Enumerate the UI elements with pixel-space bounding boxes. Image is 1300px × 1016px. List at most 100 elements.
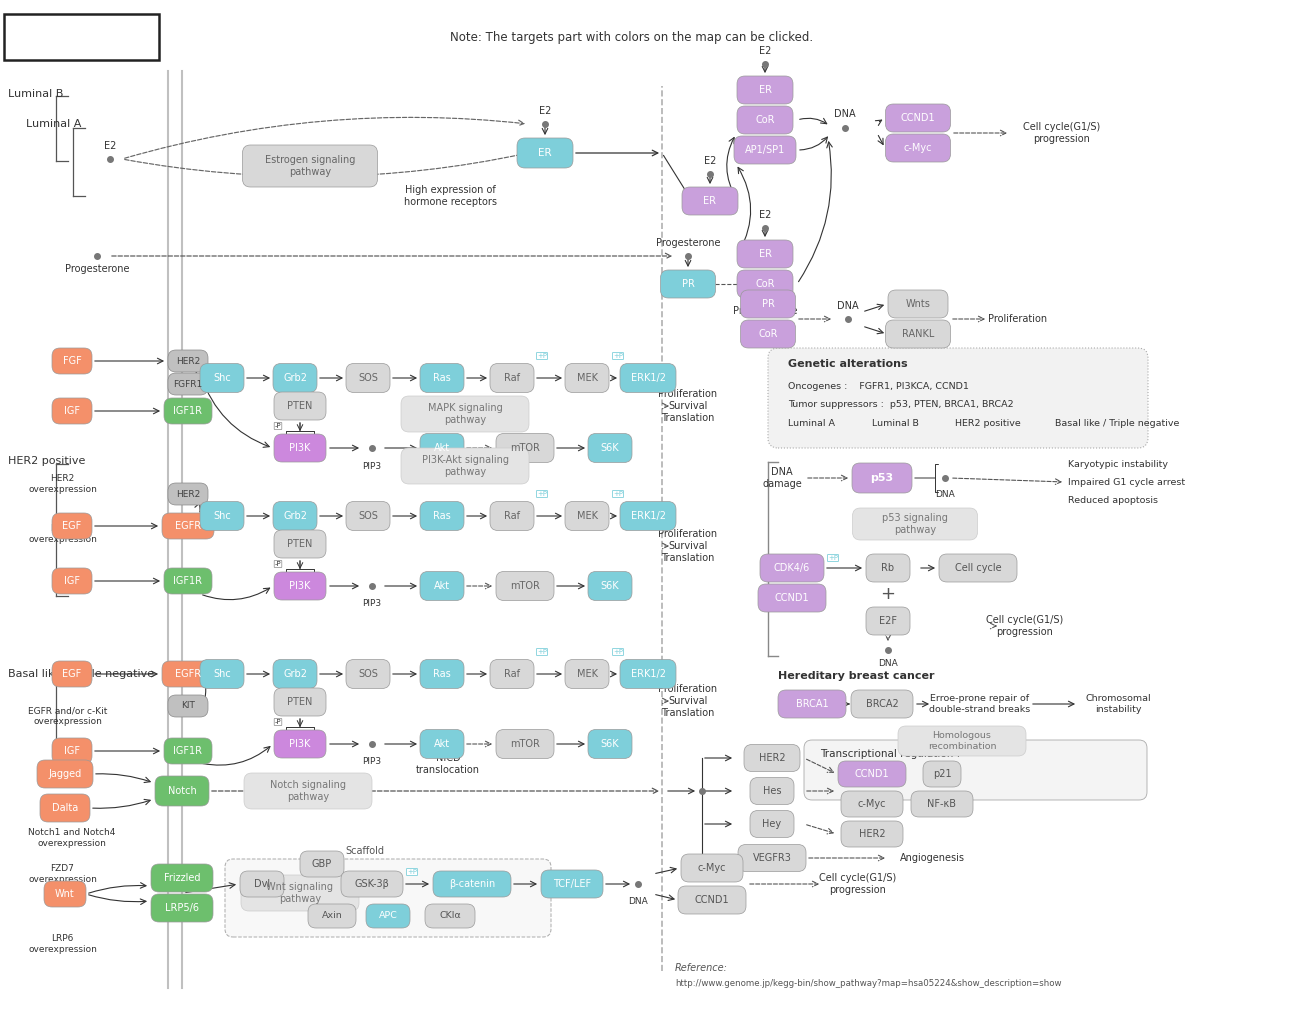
- FancyBboxPatch shape: [841, 791, 903, 817]
- Text: Luminal B: Luminal B: [8, 89, 64, 99]
- FancyBboxPatch shape: [168, 350, 208, 372]
- FancyBboxPatch shape: [420, 571, 464, 600]
- Text: +P: +P: [828, 555, 838, 561]
- FancyBboxPatch shape: [588, 434, 632, 462]
- Text: ERK1/2: ERK1/2: [630, 373, 666, 383]
- Text: c-Myc: c-Myc: [858, 799, 887, 809]
- FancyBboxPatch shape: [52, 738, 92, 764]
- FancyBboxPatch shape: [852, 690, 913, 718]
- FancyBboxPatch shape: [734, 136, 796, 164]
- Text: +P: +P: [407, 869, 417, 875]
- Text: CCND1: CCND1: [775, 593, 810, 604]
- Text: Note: The targets part with colors on the map can be clicked.: Note: The targets part with colors on th…: [450, 30, 812, 44]
- FancyBboxPatch shape: [744, 745, 800, 771]
- Text: c-Myc: c-Myc: [903, 143, 932, 153]
- Text: Cell cycle(G1/S)
progression: Cell cycle(G1/S) progression: [819, 873, 897, 895]
- Text: NF-κB: NF-κB: [927, 799, 957, 809]
- Text: High expression of
hormone receptors: High expression of hormone receptors: [403, 185, 497, 207]
- FancyBboxPatch shape: [244, 773, 372, 809]
- FancyBboxPatch shape: [738, 844, 806, 872]
- FancyBboxPatch shape: [898, 726, 1026, 756]
- Text: KIT: KIT: [181, 701, 195, 710]
- Text: CoR: CoR: [755, 279, 775, 289]
- Text: Hereditary breast cancer: Hereditary breast cancer: [777, 671, 935, 681]
- FancyBboxPatch shape: [162, 661, 214, 687]
- Text: Grb2: Grb2: [283, 669, 307, 679]
- Text: PI3K: PI3K: [290, 581, 311, 591]
- FancyBboxPatch shape: [420, 729, 464, 759]
- FancyBboxPatch shape: [200, 364, 244, 392]
- Text: Cell cycle: Cell cycle: [954, 563, 1001, 573]
- Text: Akt: Akt: [434, 443, 450, 453]
- FancyBboxPatch shape: [52, 348, 92, 374]
- FancyBboxPatch shape: [243, 145, 377, 187]
- FancyBboxPatch shape: [168, 483, 208, 505]
- Text: Grb2: Grb2: [283, 511, 307, 521]
- Text: Jagged: Jagged: [48, 769, 82, 779]
- Text: p21: p21: [932, 769, 952, 779]
- Text: +P: +P: [614, 353, 623, 359]
- FancyBboxPatch shape: [225, 859, 551, 937]
- Text: DNA: DNA: [935, 490, 956, 499]
- Text: p53 signaling
pathway: p53 signaling pathway: [883, 513, 948, 534]
- FancyBboxPatch shape: [300, 851, 344, 877]
- Text: Chromosomal
instability: Chromosomal instability: [1086, 694, 1150, 713]
- Text: +P: +P: [537, 491, 547, 497]
- FancyBboxPatch shape: [681, 854, 744, 882]
- Text: HER2 positive: HER2 positive: [956, 419, 1020, 428]
- FancyBboxPatch shape: [841, 821, 903, 847]
- Text: Ras: Ras: [433, 669, 451, 679]
- FancyBboxPatch shape: [517, 138, 573, 168]
- Text: SOS: SOS: [358, 511, 378, 521]
- FancyBboxPatch shape: [541, 870, 603, 898]
- FancyBboxPatch shape: [566, 364, 608, 392]
- FancyBboxPatch shape: [346, 659, 390, 689]
- Text: PIP3: PIP3: [363, 758, 382, 766]
- Text: Basal like / Triple negative: Basal like / Triple negative: [1056, 419, 1179, 428]
- Text: BRCA2: BRCA2: [866, 699, 898, 709]
- Text: E2: E2: [759, 210, 771, 220]
- FancyBboxPatch shape: [490, 659, 534, 689]
- FancyBboxPatch shape: [341, 871, 403, 897]
- Text: mTOR: mTOR: [510, 739, 540, 749]
- FancyBboxPatch shape: [162, 513, 214, 539]
- FancyBboxPatch shape: [420, 502, 464, 530]
- Text: Oncogenes :    FGFR1, PI3KCA, CCND1: Oncogenes : FGFR1, PI3KCA, CCND1: [788, 381, 968, 390]
- FancyBboxPatch shape: [155, 776, 209, 806]
- FancyBboxPatch shape: [274, 530, 326, 558]
- Text: RANKL: RANKL: [902, 329, 935, 339]
- Text: -P: -P: [274, 719, 281, 725]
- FancyBboxPatch shape: [923, 761, 961, 787]
- Text: SOS: SOS: [358, 669, 378, 679]
- Text: Frizzled: Frizzled: [164, 873, 200, 883]
- Text: EGFR: EGFR: [176, 669, 202, 679]
- Text: Luminal A: Luminal A: [26, 119, 82, 129]
- FancyBboxPatch shape: [168, 373, 208, 395]
- Text: Proliferation
Survival
Translation: Proliferation Survival Translation: [658, 389, 718, 423]
- FancyBboxPatch shape: [750, 811, 794, 837]
- Text: Luminal B: Luminal B: [872, 419, 919, 428]
- Text: ERK1/2: ERK1/2: [630, 669, 666, 679]
- Text: BRCA1: BRCA1: [796, 699, 828, 709]
- Text: Notch: Notch: [168, 786, 196, 796]
- Text: HER2: HER2: [176, 357, 200, 366]
- Text: Proliferation
Survival
Translation: Proliferation Survival Translation: [658, 529, 718, 563]
- FancyBboxPatch shape: [52, 661, 92, 687]
- Text: Dalta: Dalta: [52, 803, 78, 813]
- FancyBboxPatch shape: [838, 761, 906, 787]
- Text: Progesterone: Progesterone: [655, 238, 720, 248]
- FancyBboxPatch shape: [660, 270, 715, 298]
- Text: GBP: GBP: [312, 859, 332, 869]
- Text: EGF: EGF: [62, 669, 82, 679]
- FancyBboxPatch shape: [758, 584, 826, 612]
- Text: DNA: DNA: [628, 896, 647, 905]
- FancyBboxPatch shape: [52, 398, 92, 424]
- Text: Tumor suppressors :  p53, PTEN, BRCA1, BRCA2: Tumor suppressors : p53, PTEN, BRCA1, BR…: [788, 399, 1014, 408]
- FancyBboxPatch shape: [566, 659, 608, 689]
- Text: HER2 positive: HER2 positive: [8, 456, 86, 466]
- Text: Transcriptional regulation :: Transcriptional regulation :: [820, 749, 961, 759]
- Text: PIP3: PIP3: [363, 599, 382, 609]
- Text: NICD
translocation: NICD translocation: [416, 753, 480, 775]
- FancyBboxPatch shape: [164, 568, 212, 594]
- Text: HER2: HER2: [759, 753, 785, 763]
